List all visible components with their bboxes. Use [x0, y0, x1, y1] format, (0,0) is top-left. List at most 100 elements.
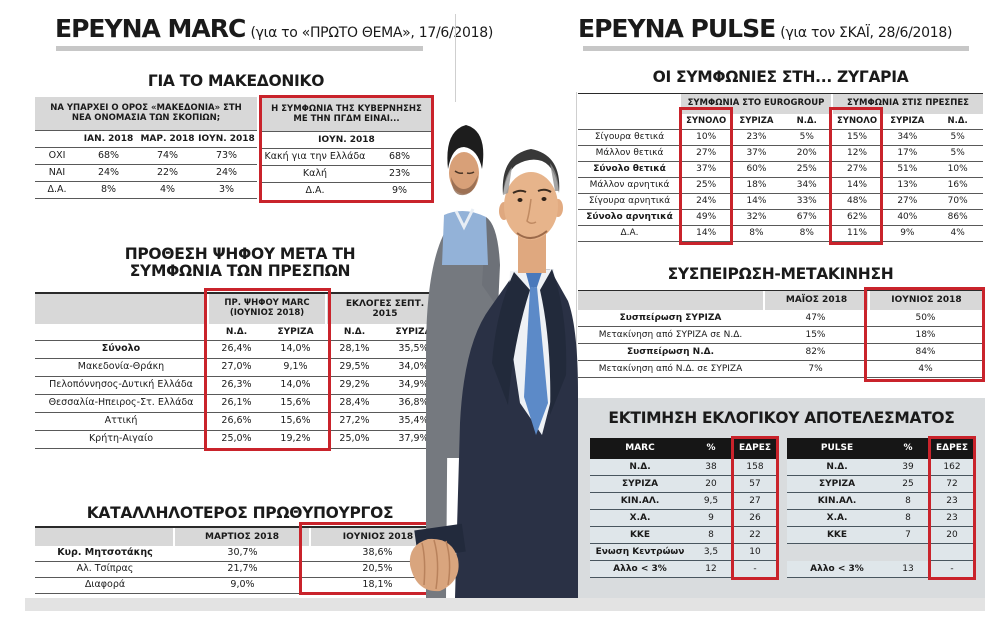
cell-value: 25%: [696, 180, 717, 191]
column-spacer: [578, 94, 681, 114]
row-label: Σύνολο θετικά: [593, 164, 666, 175]
table-row: Καλή 23%: [262, 166, 431, 183]
row-label: ΚΚΕ: [826, 529, 848, 540]
cell-value: 29,5%: [339, 361, 370, 373]
cell-value: 29,2%: [339, 379, 370, 391]
row-label: Μάλλον αρνητικά: [589, 180, 670, 191]
table-row: Θεσσαλία-Ηπειρος-Στ. Ελλάδα 26,1% 15,6% …: [35, 395, 445, 413]
column-header: ΣΥΡΙΖΑ: [395, 326, 432, 337]
column-header: PULSE: [820, 443, 854, 454]
row-label: Καλή: [302, 167, 328, 179]
row-label: Σύνολο αρνητικά: [586, 212, 673, 223]
row-label: ΚΙΝ.ΑΛ.: [817, 495, 857, 506]
cell-value: 37%: [696, 164, 717, 175]
row-label: Κυρ. Μητσοτάκης: [57, 547, 153, 559]
row-label: Αλ. Τσίπρας: [76, 563, 134, 575]
cell-value: 25,0%: [221, 433, 252, 445]
table-row: Συσπείρωση Ν.Δ. 82% 84%: [578, 344, 983, 361]
table-row: Μετακίνηση από Ν.Δ. σε ΣΥΡΙΖΑ 7% 4%: [578, 361, 983, 378]
cell-value: 4%: [159, 183, 176, 195]
table-row: Σύνολο θετικά 37% 60% 25% 27% 51% 10%: [578, 162, 983, 178]
row-label: Δ.Α.: [620, 228, 639, 239]
table-cohesion: ΜΑΪΟΣ 2018 ΙΟΥΝΙΟΣ 2018 Συσπείρωση ΣΥΡΙΖ…: [578, 290, 983, 378]
bottom-strip: [25, 598, 985, 611]
cell-value: 47%: [805, 312, 826, 323]
table-header-row: MARC % ΕΔΡΕΣ PULSE % ΕΔΡΕΣ: [590, 438, 973, 459]
cell-value: 34%: [897, 132, 918, 143]
cell-value: 35,4%: [398, 415, 429, 427]
table-vote-intent: ΠΡ. ΨΗΦΟΥ MARC (ΙΟΥΝΙΟΣ 2018) ΕΚΛΟΓΕΣ ΣΕ…: [35, 292, 445, 449]
group-header: ΕΚΛΟΓΕΣ ΣΕΠΤ. 2015: [327, 294, 443, 324]
column-header: ΙΟΥΝΙΟΣ 2018: [311, 528, 445, 546]
table-row: Αλλο < 3% 12 - Αλλο < 3% 13 -: [590, 561, 973, 578]
cell-value: 23%: [388, 167, 411, 179]
cell-value: 20%: [796, 148, 817, 159]
cell-value: 39: [902, 461, 914, 472]
row-label: Αλλο < 3%: [613, 563, 667, 574]
pulse-header: PULSE %: [787, 438, 929, 459]
cell-value: 86%: [947, 212, 968, 223]
marc-survey-title: ΕΡΕΥΝΑ MARC (για το «ΠΡΩΤΟ ΘΕΜΑ», 17/6/2…: [55, 14, 493, 43]
cell-value: 158: [734, 459, 776, 476]
column-header: ΣΥΡΙΖΑ: [890, 115, 925, 126]
cell-value: 38,6%: [362, 547, 393, 559]
table-row: Μακεδονία-Θράκη 27,0% 9,1% 29,5% 34,0%: [35, 359, 445, 377]
row-label: Ενωση Κεντρώων: [595, 546, 685, 557]
table-makedoniko-question: ΝΑ ΥΠΑΡΧΕΙ Ο ΟΡΟΣ «ΜΑΚΕΔΟΝΙΑ» ΣΤΗ ΝΕΑ ΟΝ…: [35, 97, 257, 199]
row-label: ΚΙΝ.ΑΛ.: [620, 495, 660, 506]
cell-value: 72: [931, 476, 973, 493]
table-row: Αττική 26,6% 15,6% 27,2% 35,4%: [35, 413, 445, 431]
cell-value: 9,1%: [283, 361, 308, 373]
marc-header: MARC %: [590, 438, 732, 459]
row-label: Αλλο < 3%: [810, 563, 864, 574]
column-spacer: [578, 291, 763, 310]
row-label: Αττική: [104, 415, 138, 427]
column-spacer: [35, 294, 207, 324]
cell-value: 74%: [156, 149, 179, 161]
row-label: ΟΧΙ: [48, 149, 66, 161]
cell-value: 27,0%: [221, 361, 252, 373]
cell-value: 12%: [847, 148, 868, 159]
cell-value: 62%: [847, 212, 868, 223]
cell-value: 13%: [897, 180, 918, 191]
table-row: Δ.Α. 9%: [262, 183, 431, 200]
cell-value: 15,6%: [280, 397, 311, 409]
cell-value: 33%: [796, 196, 817, 207]
marc-title-subtitle: (για το «ΠΡΩΤΟ ΘΕΜΑ», 17/6/2018): [250, 25, 493, 41]
row-label: Μετακίνηση από ΣΥΡΙΖΑ σε Ν.Δ.: [598, 329, 743, 340]
cell-value: 5%: [799, 132, 814, 143]
cell-value: 26,1%: [221, 397, 252, 409]
column-header: ΣΥΝΟΛΟ: [836, 115, 878, 126]
pulse-survey-title: ΕΡΕΥΝΑ PULSE (για τον ΣΚΑΪ, 28/6/2018): [578, 14, 952, 43]
cell-value: 24%: [97, 166, 120, 178]
table-header: Η ΣΥΜΦΩΝΙΑ ΤΗΣ ΚΥΒΕΡΝΗΣΗΣ ΜΕ ΤΗΝ ΠΓΔΜ ΕΙ…: [262, 98, 431, 132]
cell-value: 9%: [391, 185, 408, 197]
table-row: Ν.Δ. 38 158 Ν.Δ. 39 162: [590, 459, 973, 476]
table-row: ΟΧΙ 68% 74% 73%: [35, 148, 257, 165]
row-label: ΣΥΡΙΖΑ: [621, 478, 659, 489]
cell-value: 18,1%: [362, 579, 393, 591]
table-row: Σίγουρα θετικά 10% 23% 5% 15% 34% 5%: [578, 130, 983, 146]
mitsotakis-figure: [455, 149, 578, 598]
table-row: Πελοπόννησος-Δυτική Ελλάδα 26,3% 14,0% 2…: [35, 377, 445, 395]
cell-value: 37%: [746, 148, 767, 159]
cell-value: -: [734, 561, 776, 578]
section-title-estimate: ΕΚΤΙΜΗΣΗ ΕΚΛΟΓΙΚΟΥ ΑΠΟΤΕΛΕΣΜΑΤΟΣ: [608, 409, 955, 427]
table-row: Σύνολο αρνητικά 49% 32% 67% 62% 40% 86%: [578, 210, 983, 226]
table-row: Αλ. Τσίπρας 21,7% 20,5%: [35, 562, 445, 578]
cell-value: 24%: [696, 196, 717, 207]
cell-value: 14%: [746, 196, 767, 207]
cell-value: 32%: [746, 212, 767, 223]
cell-value: 34,9%: [398, 379, 429, 391]
table-row: Μάλλον θετικά 27% 37% 20% 12% 17% 5%: [578, 146, 983, 162]
table-row: Δ.Α. 8% 4% 3%: [35, 182, 257, 199]
column-spacer: [578, 114, 681, 129]
cell-value: 17%: [897, 148, 918, 159]
table-column-row: ΣΥΝΟΛΟ ΣΥΡΙΖΑ Ν.Δ. ΣΥΝΟΛΟ ΣΥΡΙΖΑ Ν.Δ.: [578, 114, 983, 130]
cell-value: 9: [708, 512, 714, 523]
cell-value: 73%: [215, 149, 238, 161]
title-rule: [583, 46, 969, 51]
section-title-zygaria: ΟΙ ΣΥΜΦΩΝΙΕΣ ΣΤΗ... ΖΥΓΑΡΙΑ: [652, 68, 909, 86]
row-label: Συσπείρωση Ν.Δ.: [626, 346, 715, 357]
cell-value: 8: [905, 495, 911, 506]
